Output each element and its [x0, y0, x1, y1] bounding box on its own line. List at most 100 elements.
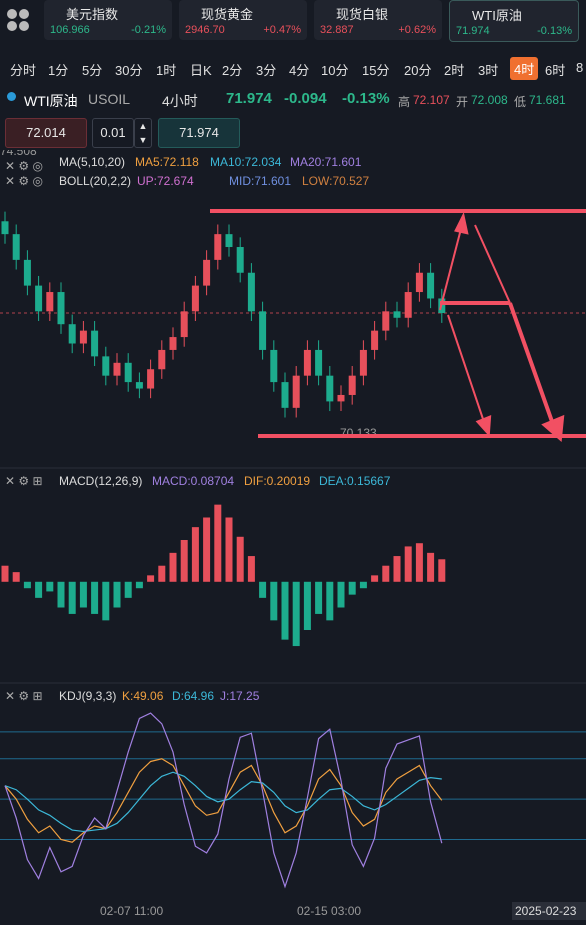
timeframe[interactable]: 10分 — [321, 63, 349, 78]
kdj-close[interactable]: ✕ ⚙ ⊞ — [5, 689, 43, 703]
boll-name: BOLL(20,2,2) — [59, 174, 131, 188]
buy-box[interactable]: 71.974 — [158, 118, 240, 148]
macd-val: MACD:0.08704 — [152, 474, 234, 488]
candle-body — [124, 362, 132, 383]
symbol-name[interactable]: WTI原油 — [24, 93, 78, 109]
j-val: J:17.25 — [220, 689, 260, 703]
d-val: D:64.96 — [172, 689, 214, 703]
candle-body — [68, 324, 76, 344]
candle-body — [348, 375, 356, 395]
tab-change: -0.21% — [131, 24, 166, 36]
dea-val: DEA:0.15667 — [319, 474, 391, 488]
timeframe[interactable]: 20分 — [404, 63, 432, 78]
lot-input[interactable]: 0.01 — [92, 118, 134, 148]
macd-bar — [270, 581, 278, 621]
macd-bar — [158, 565, 166, 582]
ma-name: MA(5,10,20) — [59, 155, 125, 169]
candle-body — [102, 356, 110, 376]
instrument-tab[interactable]: 现货白银 32.887 +0.62% — [314, 0, 442, 40]
open: 72.008 — [471, 93, 508, 107]
instrument-tab[interactable]: 现货黄金 2946.70 +0.47% — [179, 0, 307, 40]
macd-bar — [225, 517, 233, 582]
macd-bar — [91, 581, 99, 614]
macd-bar — [180, 540, 188, 582]
macd-bar — [415, 543, 423, 582]
ma10: MA10:72.034 — [210, 155, 282, 169]
ma-close[interactable]: ✕ ⚙ ◎ — [5, 159, 43, 173]
macd-name: MACD(12,26,9) — [59, 474, 142, 488]
low-label: 低 — [514, 95, 527, 109]
macd-bar — [68, 581, 76, 614]
timeframe[interactable]: 2时 — [444, 63, 465, 78]
timeframe[interactable]: 6时 — [545, 63, 566, 78]
candle-body — [158, 349, 166, 370]
candle-body — [337, 394, 345, 402]
tab-change: -0.13% — [537, 25, 572, 37]
x-label: 02-15 03:00 — [297, 904, 361, 918]
timeframe[interactable]: 15分 — [362, 63, 390, 78]
kdj-j — [4, 712, 443, 889]
change: -0.094 — [284, 90, 327, 107]
candle-body — [415, 272, 423, 293]
candle-body — [371, 330, 379, 350]
macd-bar — [303, 581, 311, 630]
high-label: 高 — [398, 95, 411, 109]
candle-body — [404, 292, 412, 318]
candle-body — [393, 311, 401, 318]
candle-body — [326, 375, 334, 402]
macd-close[interactable]: ✕ ⚙ ⊞ — [5, 474, 43, 488]
dif-val: DIF:0.20019 — [244, 474, 310, 488]
timeframe[interactable]: 日K — [190, 63, 212, 78]
low: 71.681 — [529, 93, 566, 107]
boll-mid: MID:71.601 — [229, 174, 291, 188]
timeframe[interactable]: 3分 — [256, 63, 277, 78]
timeframe[interactable]: 4时 — [510, 57, 539, 80]
candle-body — [315, 349, 323, 376]
kdj-k — [4, 758, 443, 843]
candle-body — [35, 285, 43, 312]
macd-bar — [315, 581, 323, 614]
macd-bar — [135, 581, 143, 589]
candle-body — [236, 247, 244, 273]
ma20: MA20:71.601 — [290, 155, 362, 169]
timeframe[interactable]: 1分 — [48, 63, 69, 78]
stepper[interactable]: ▲ ▼ — [134, 118, 152, 148]
date-badge — [512, 902, 586, 920]
period[interactable]: 4小时 — [162, 93, 198, 109]
tab-price: 32.887 — [320, 24, 354, 36]
candle-body — [57, 292, 65, 325]
change-pct: -0.13% — [342, 90, 390, 107]
open-label: 开 — [456, 95, 469, 109]
boll-low: LOW:70.527 — [302, 174, 369, 188]
boll-close[interactable]: ✕ ⚙ ◎ — [5, 174, 43, 188]
candle-body — [259, 311, 267, 350]
menu-icon[interactable] — [4, 6, 32, 34]
annotation — [210, 209, 586, 443]
instrument-tab[interactable]: WTI原油 71.974 -0.13% — [449, 0, 579, 42]
kdj-name: KDJ(9,3,3) — [59, 689, 116, 703]
sell-box[interactable]: 72.014 — [5, 118, 87, 148]
candle-body — [23, 259, 31, 286]
macd-bar — [113, 581, 121, 608]
timeframe[interactable]: 2分 — [222, 63, 243, 78]
timeframe[interactable]: 分时 — [10, 63, 37, 78]
timeframe[interactable]: 4分 — [289, 63, 310, 78]
candle-body — [46, 292, 54, 312]
candle-body — [12, 234, 20, 260]
timeframe[interactable]: 1时 — [156, 63, 177, 78]
macd-bar — [147, 575, 155, 582]
chart: ✕ ⚙ ◎ MA(5,10,20) MA5:72.118 MA10:72.034… — [0, 150, 586, 920]
candle-body — [135, 382, 143, 389]
candle-body — [91, 330, 99, 357]
tab-name: 美元指数 — [66, 7, 119, 22]
timeframe[interactable]: 8 — [576, 60, 584, 75]
instrument-tab[interactable]: 美元指数 106.966 -0.21% — [44, 0, 172, 40]
macd-bar — [124, 581, 132, 598]
timeframe[interactable]: 30分 — [115, 63, 143, 78]
timeframe[interactable]: 3时 — [478, 63, 499, 78]
timeframe[interactable]: 5分 — [82, 63, 103, 78]
symbol-code: USOIL — [88, 91, 131, 107]
macd-bar — [57, 581, 65, 608]
x-label: 2025-02-23 — [515, 904, 577, 918]
macd-bar — [337, 581, 345, 608]
